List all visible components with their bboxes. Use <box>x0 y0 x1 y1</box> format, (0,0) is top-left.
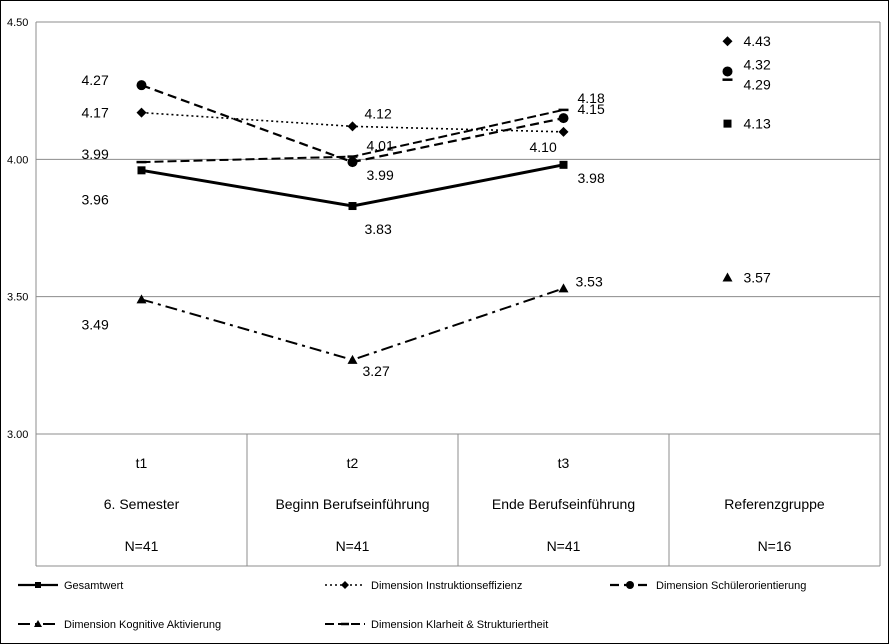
category-time-label: t1 <box>136 455 148 471</box>
category-n-label: N=16 <box>758 538 792 554</box>
data-label-dimension-sch-lerorientierung: 3.99 <box>367 167 394 183</box>
data-label-dimension-kognitive-aktivierung: 3.49 <box>82 316 109 332</box>
category-name-label: Ende Berufseinführung <box>492 496 635 512</box>
legend-label: Dimension Instruktionseffizienz <box>371 580 522 592</box>
reference-label-dimension-kognitive-aktivierung: 3.57 <box>744 269 771 285</box>
legend-label: Dimension Schülerorientierung <box>656 580 806 592</box>
data-label-gesamtwert: 3.83 <box>365 221 392 237</box>
y-tick-label: 4.00 <box>7 154 28 166</box>
category-name-label: Referenzgruppe <box>724 496 825 512</box>
data-label-dimension-sch-lerorientierung: 4.27 <box>82 72 109 88</box>
data-point-dimension-instruktionseffizienz <box>558 126 569 137</box>
data-label-gesamtwert: 3.96 <box>82 191 109 207</box>
data-label-dimension-instruktionseffizienz: 4.12 <box>365 105 392 121</box>
data-label-dimension-instruktionseffizienz: 4.17 <box>82 105 109 121</box>
data-point-dimension-kognitive-aktivierung <box>136 294 147 304</box>
data-point-dimension-sch-lerorientierung <box>136 80 147 91</box>
reference-point-gesamtwert <box>723 119 732 128</box>
reference-point-dimension-sch-lerorientierung <box>722 66 733 77</box>
legend-swatch-marker <box>341 581 349 589</box>
data-point-dimension-kognitive-aktivierung <box>347 354 358 364</box>
series-line-gesamtwert <box>141 163 564 208</box>
category-name-label: 6. Semester <box>104 496 180 512</box>
series-line-dimension-kognitive-aktivierung <box>141 287 564 361</box>
reference-label-dimension-klarheit-strukturiertheit: 4.29 <box>744 77 771 93</box>
data-label-dimension-sch-lerorientierung: 4.15 <box>578 101 605 117</box>
category-n-label: N=41 <box>336 538 370 554</box>
legend-label: Gesamtwert <box>64 580 123 592</box>
y-tick-label: 4.50 <box>7 17 28 29</box>
data-point-dimension-instruktionseffizienz <box>347 121 358 132</box>
category-name-label: Beginn Berufseinführung <box>275 496 429 512</box>
data-point-gesamtwert <box>137 166 146 175</box>
data-point-dimension-instruktionseffizienz <box>136 107 147 118</box>
data-label-dimension-kognitive-aktivierung: 3.53 <box>576 273 603 289</box>
reference-point-dimension-kognitive-aktivierung <box>722 272 733 282</box>
y-tick-label: 3.00 <box>7 429 28 441</box>
data-point-dimension-kognitive-aktivierung <box>558 283 569 293</box>
data-label-dimension-klarheit-strukturiertheit: 4.01 <box>367 138 394 154</box>
data-label-dimension-kognitive-aktivierung: 3.27 <box>363 363 390 379</box>
reference-label-dimension-instruktionseffizienz: 4.43 <box>744 33 771 49</box>
reference-point-dimension-instruktionseffizienz <box>722 36 733 47</box>
data-label-dimension-klarheit-strukturiertheit: 4.18 <box>578 90 605 106</box>
data-point-dimension-sch-lerorientierung <box>558 113 569 124</box>
category-n-label: N=41 <box>125 538 159 554</box>
data-label-dimension-klarheit-strukturiertheit: 3.99 <box>82 146 109 162</box>
data-point-dimension-sch-lerorientierung <box>347 157 358 168</box>
data-point-gesamtwert <box>348 202 357 211</box>
legend-label: Dimension Klarheit & Strukturiertheit <box>371 619 548 631</box>
category-time-label: t2 <box>347 455 359 471</box>
reference-label-dimension-sch-lerorientierung: 4.32 <box>744 56 771 72</box>
data-label-dimension-instruktionseffizienz: 4.10 <box>530 139 557 155</box>
data-point-gesamtwert <box>559 160 568 169</box>
reference-label-gesamtwert: 4.13 <box>744 116 771 132</box>
data-label-gesamtwert: 3.98 <box>578 170 605 186</box>
series-line-dimension-klarheit-strukturiertheit <box>141 108 564 164</box>
y-tick-label: 3.50 <box>7 292 28 304</box>
category-n-label: N=41 <box>547 538 581 554</box>
legend-swatch-marker <box>626 581 634 589</box>
legend-swatch-marker <box>35 582 41 588</box>
legend-label: Dimension Kognitive Aktivierung <box>64 619 221 631</box>
legend-swatch-marker <box>34 620 42 627</box>
category-time-label: t3 <box>558 455 570 471</box>
